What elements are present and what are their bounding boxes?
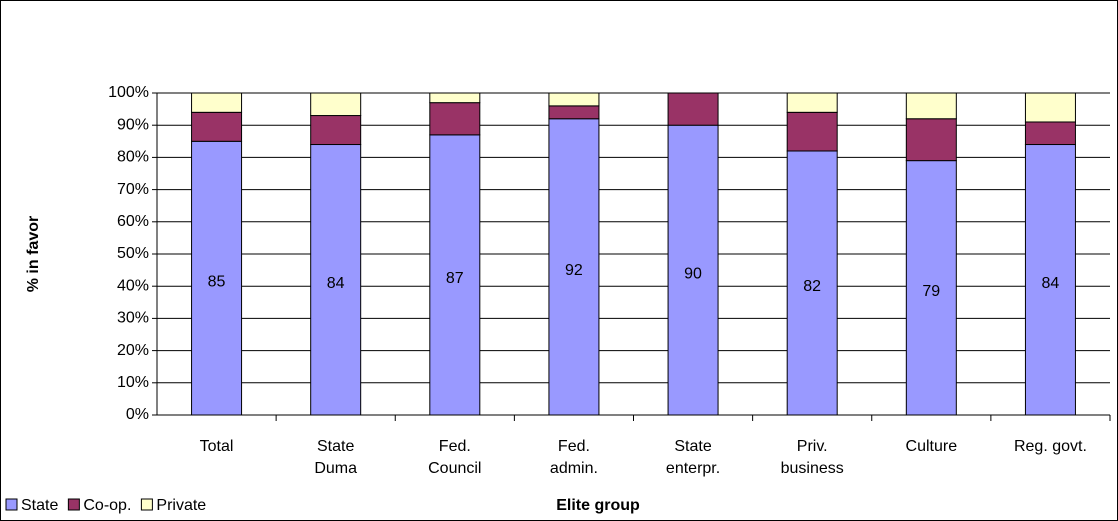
data-label: 85 <box>208 273 226 290</box>
bar-segment <box>905 118 957 162</box>
data-label: 84 <box>1042 275 1060 292</box>
x-tick-label: Priv. business <box>780 438 844 477</box>
bar-segment <box>310 144 362 416</box>
y-tick-label: 50% <box>117 245 149 262</box>
bar-segment <box>548 105 600 120</box>
bar-segment <box>310 115 362 146</box>
y-tick-label: 80% <box>117 149 149 166</box>
y-tick-label: 90% <box>117 116 149 133</box>
y-axis-title: % in favor <box>25 216 42 292</box>
y-tick-label: 60% <box>117 213 149 230</box>
x-axis-title: Elite group <box>556 497 640 514</box>
y-tick-label: 0% <box>126 406 149 423</box>
bar-segment <box>1024 121 1076 146</box>
data-label: 92 <box>565 262 583 279</box>
data-label: 79 <box>922 283 940 300</box>
bar-segment <box>191 92 243 113</box>
bar-segment <box>548 118 600 416</box>
x-tick-label: Reg. govt. <box>1013 438 1087 455</box>
data-label: 82 <box>803 278 821 295</box>
x-tick-label: Total <box>199 438 234 455</box>
legend-swatch <box>140 498 153 511</box>
bar-segment <box>429 92 481 104</box>
bar-segment <box>191 111 243 142</box>
legend-label: State <box>21 497 58 514</box>
bar-segment <box>310 92 362 117</box>
legend-label: Co-op. <box>83 497 131 514</box>
legend-swatch <box>5 498 18 511</box>
y-tick-label: 10% <box>117 374 149 391</box>
bar-segment <box>786 92 838 113</box>
y-tick-label: 30% <box>117 310 149 327</box>
x-tick-label: Culture <box>905 438 958 455</box>
bar-segment <box>786 111 838 152</box>
y-tick-label: 40% <box>117 277 149 294</box>
bar-segment <box>667 124 719 416</box>
bar-segment <box>191 140 243 416</box>
y-tick-label: 100% <box>108 84 149 101</box>
data-label: 90 <box>684 265 702 282</box>
x-tick-label: Fed. admin. <box>549 438 598 477</box>
bar-segment <box>905 92 957 120</box>
legend-swatch <box>67 498 80 511</box>
bar-segment <box>429 102 481 136</box>
bar-segment <box>667 92 719 126</box>
data-label: 84 <box>327 275 345 292</box>
y-tick-label: 70% <box>117 181 149 198</box>
bar-segment <box>429 134 481 416</box>
x-tick-label: State enterpr. <box>665 438 721 477</box>
bar-segment <box>548 92 600 107</box>
bar-segment <box>1024 92 1076 123</box>
x-tick-label: Fed. Council <box>428 438 482 477</box>
data-label: 87 <box>446 270 464 287</box>
y-tick-label: 20% <box>117 342 149 359</box>
legend-label: Private <box>156 497 206 514</box>
bar-segment <box>786 150 838 416</box>
x-tick-label: State Duma <box>314 438 358 477</box>
